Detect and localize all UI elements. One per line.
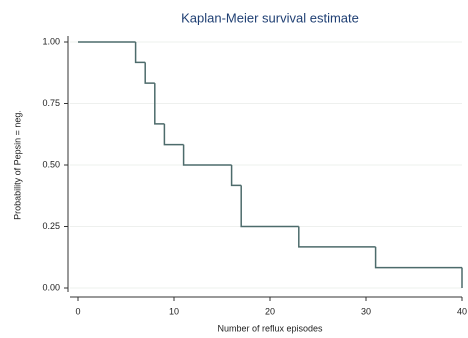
x-axis-label: Number of reflux episodes [217, 323, 323, 333]
chart-title: Kaplan-Meier survival estimate [181, 10, 359, 25]
survival-step [163, 123, 184, 146]
survival-step [230, 165, 242, 187]
survival-step [374, 246, 462, 269]
x-tick-label: 10 [169, 306, 179, 316]
y-tick-label: 0.75 [42, 98, 60, 108]
survival-step [154, 83, 165, 125]
survival-step [240, 185, 299, 228]
y-tick-label: 0.00 [42, 282, 60, 292]
x-tick-label: 40 [457, 306, 467, 316]
survival-step [298, 226, 376, 248]
x-tick-label: 20 [265, 306, 275, 316]
y-axis-label: Probability of Pepsin = neg. [12, 110, 22, 220]
x-tick-label: 0 [75, 306, 80, 316]
y-tick-label: 0.50 [42, 159, 60, 169]
survival-step [134, 42, 146, 64]
x-tick-label: 30 [361, 306, 371, 316]
survival-step [144, 62, 155, 84]
survival-step [182, 144, 232, 166]
y-tick-label: 0.25 [42, 221, 60, 231]
y-tick-label: 1.00 [42, 36, 60, 46]
